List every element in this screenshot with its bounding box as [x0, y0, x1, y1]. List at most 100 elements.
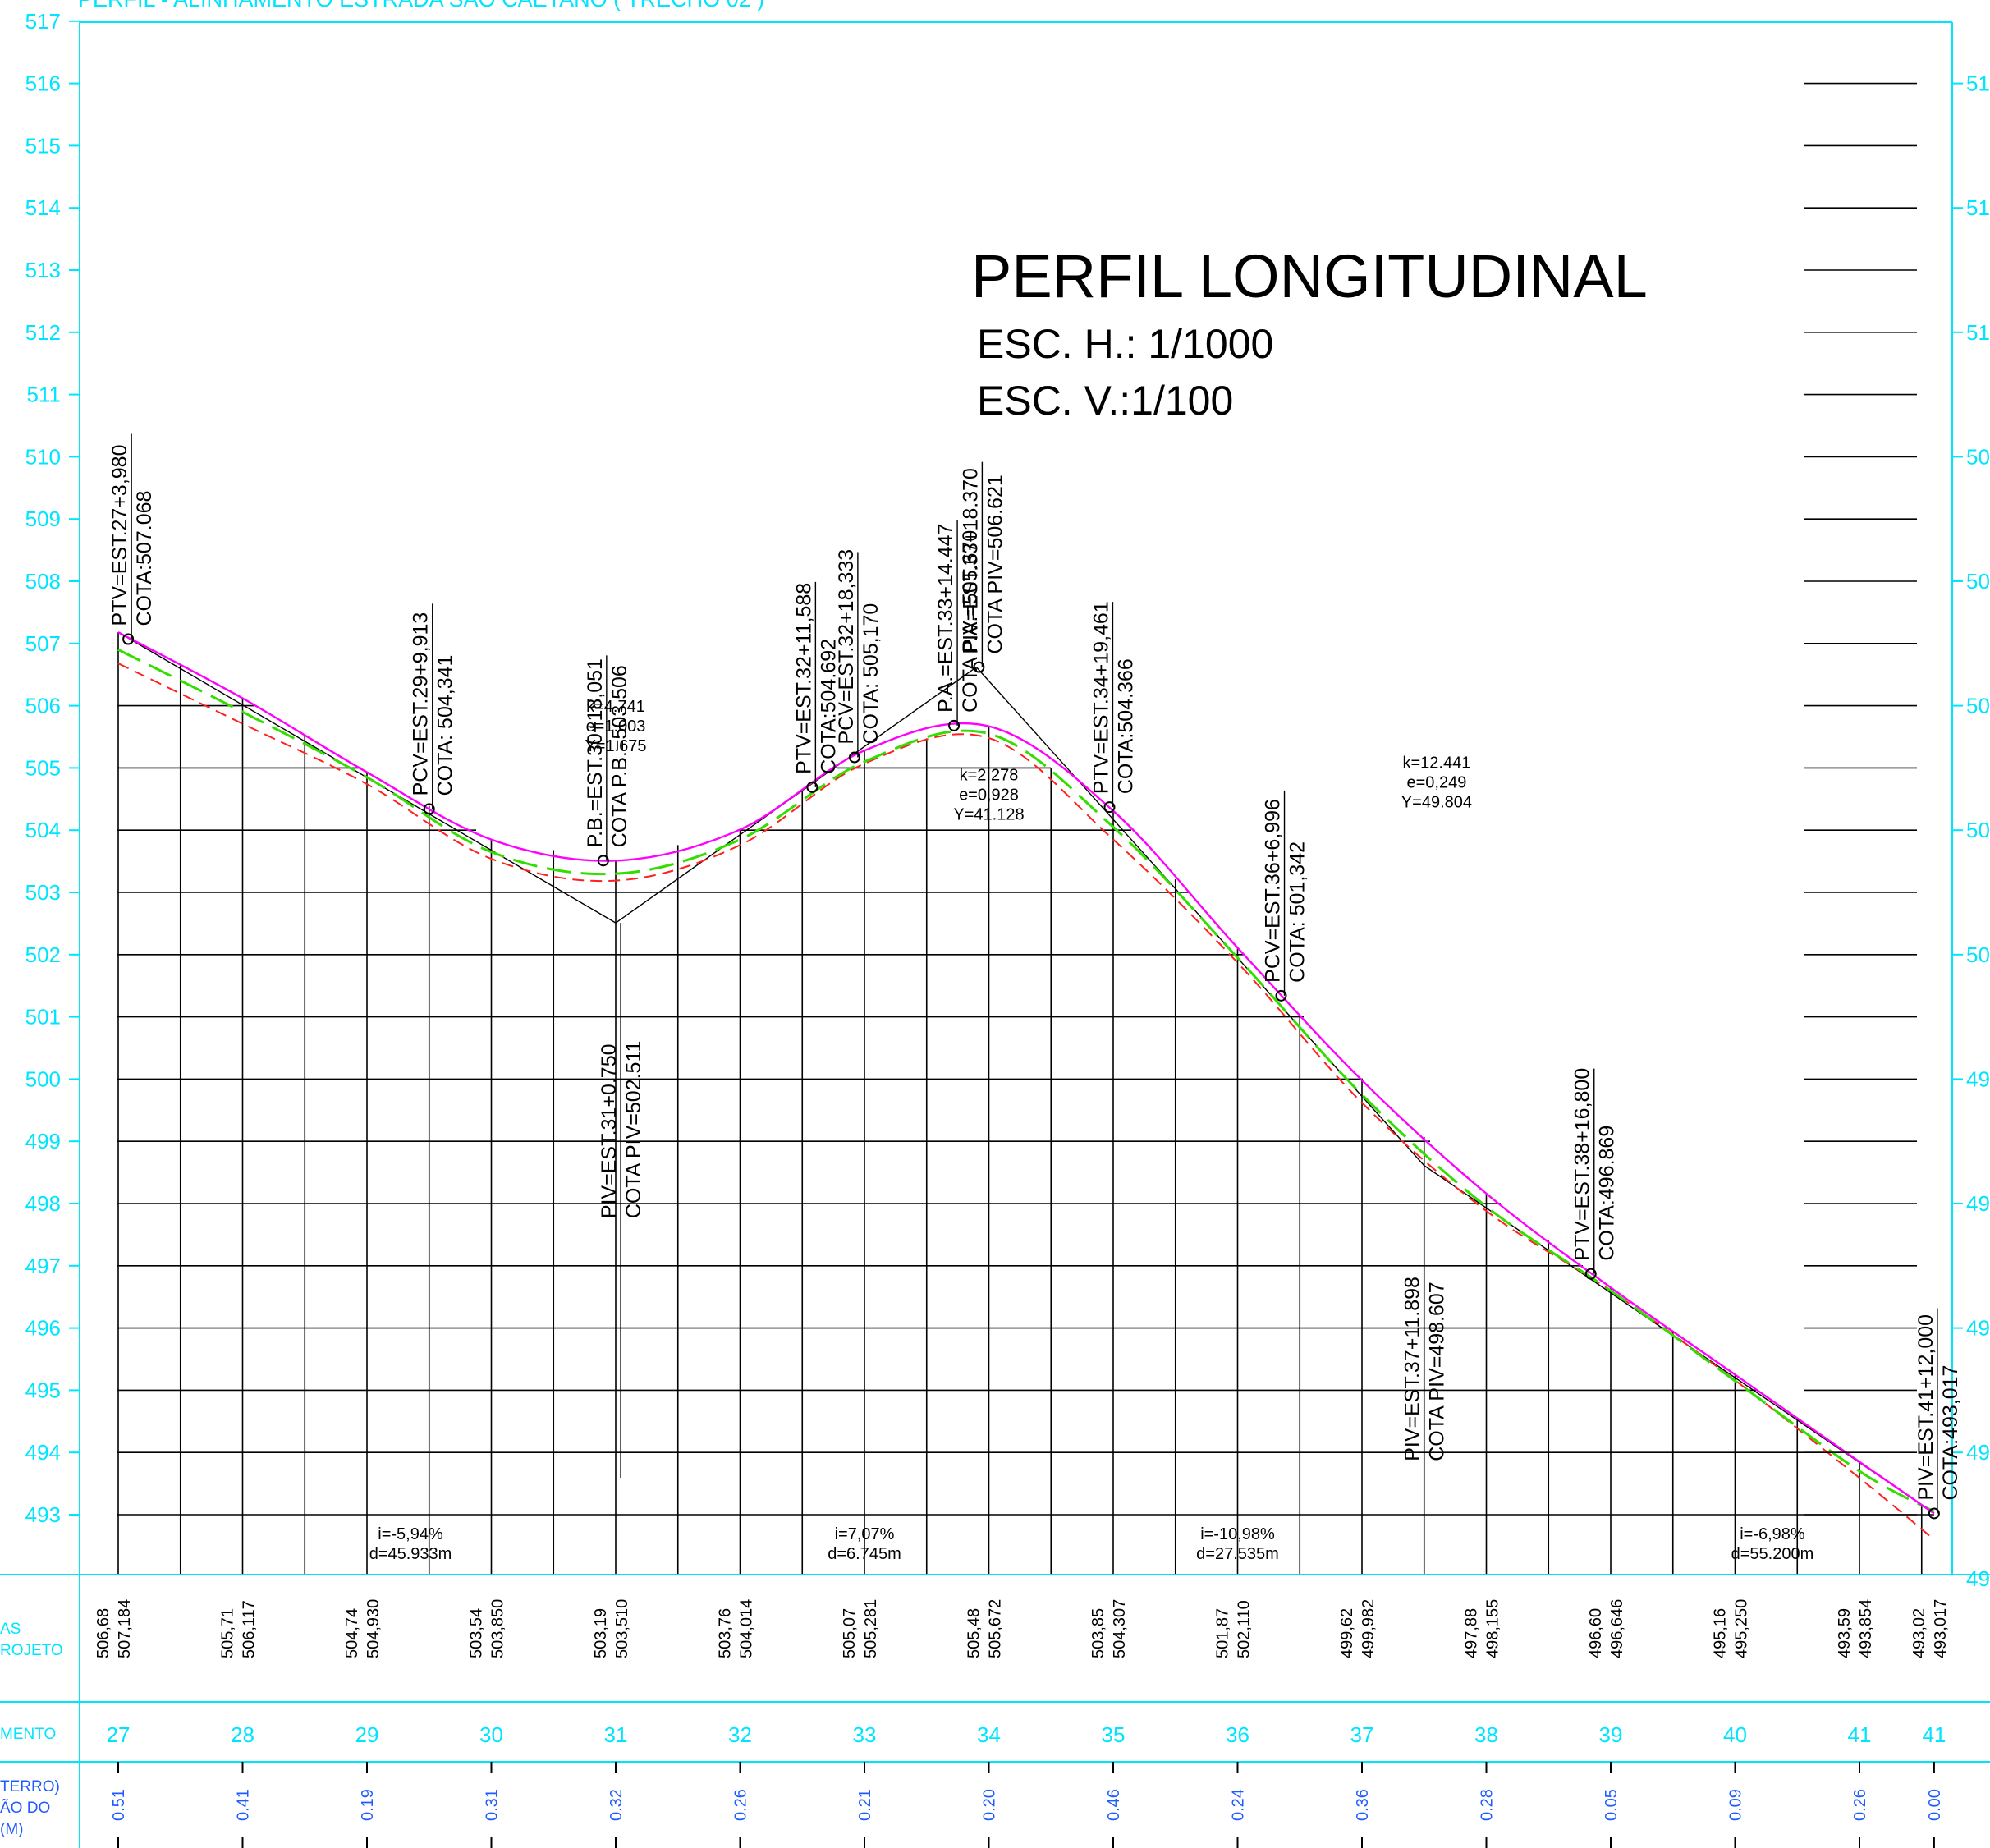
cut-band-label-3: (M): [0, 1821, 23, 1838]
terrain-elev-value: 503,85: [1089, 1608, 1107, 1658]
vertical-point-elev: COTA: 505,170: [860, 603, 883, 745]
right-tick-label: 50: [1966, 444, 1990, 469]
curve-param-text: k=2.278: [960, 767, 1019, 785]
right-tick-label: 49: [1966, 1066, 1990, 1091]
y-tick-label: 516: [25, 71, 61, 96]
y-tick-label: 511: [27, 383, 61, 407]
curve-param-text: k=12.441: [1402, 754, 1470, 772]
y-tick-label: 508: [25, 569, 61, 594]
y-tick-label: 517: [25, 9, 61, 34]
design-elev-value: 496,646: [1608, 1599, 1626, 1658]
design-elev-value: 503,850: [489, 1599, 507, 1658]
vertical-point-label: PTV=EST.34+19,461: [1089, 601, 1112, 794]
station-number: 36: [1226, 1722, 1249, 1747]
design-elev-value: 502,110: [1236, 1600, 1254, 1658]
cut-fill-value: 0.00: [1926, 1789, 1944, 1821]
vertical-point-label: PCV=EST.32+18,333: [835, 549, 858, 745]
terrain-elev-value: 493,02: [1910, 1608, 1928, 1658]
y-tick-label: 506: [25, 694, 61, 718]
cut-fill-value: 0.26: [1851, 1789, 1869, 1821]
station-number: 30: [479, 1722, 503, 1747]
piv-elev: COTA PIV=502.511: [622, 1041, 645, 1219]
curve-param-text: e=1.003: [586, 718, 646, 736]
cut-fill-value: 0.26: [732, 1789, 750, 1821]
vertical-point-elev: COTA:496.869: [1596, 1126, 1619, 1261]
grade-text: d=45.933m: [369, 1545, 452, 1563]
grade-text: i=-10,98%: [1200, 1525, 1275, 1543]
y-tick-label: 495: [25, 1378, 61, 1402]
right-tick-label: 50: [1966, 694, 1990, 718]
grade-text: d=55.200m: [1731, 1545, 1814, 1563]
terrain-elev-value: 497,88: [1463, 1608, 1481, 1658]
curve-point-marker: [122, 633, 135, 645]
terrain-elev-value: 499,62: [1338, 1608, 1356, 1658]
cut-fill-value: 0.36: [1354, 1789, 1372, 1821]
y-tick-label: 515: [25, 133, 61, 158]
profile-series: [117, 631, 1935, 1541]
design-elev-value: 493,017: [1932, 1599, 1950, 1658]
curve-param-text: Y=49.804: [1401, 793, 1472, 811]
terrain-elev-value: 506,68: [94, 1608, 112, 1658]
station-number: 34: [977, 1722, 1001, 1747]
station-number: 35: [1102, 1722, 1126, 1747]
y-tick-label: 512: [25, 320, 61, 345]
cut-fill-value: 0.21: [856, 1789, 874, 1821]
right-tick-label: 50: [1966, 569, 1990, 594]
design-grade-line: [117, 631, 1935, 1515]
drawing-title: PERFIL LONGITUDINAL: [971, 242, 1648, 310]
grade-text: d=6.745m: [828, 1545, 901, 1563]
station-number: 28: [231, 1722, 254, 1747]
grade-text: i=7,07%: [835, 1525, 895, 1543]
terrain-elev-value: 504,74: [343, 1608, 361, 1658]
terrain-elev-value: 505,07: [841, 1608, 859, 1658]
title-block: PERFIL LONGITUDINAL ESC. H.: 1/1000 ESC.…: [971, 242, 1648, 424]
terrain-line-green: [117, 649, 1935, 1513]
design-elev-value: 505,672: [987, 1599, 1005, 1658]
curve-point-marker: [806, 781, 818, 793]
curve-point-marker: [597, 855, 609, 867]
terrain-elev-value: 496,60: [1587, 1608, 1605, 1658]
station-number: 41: [1922, 1722, 1946, 1747]
design-elev-value: 504,014: [738, 1599, 756, 1658]
elev-band-label-1: AS: [0, 1621, 21, 1638]
right-tick-label: 51: [1966, 320, 1990, 345]
data-bands: 506,68 507,184 27 0.51 505,71 506,117 28 0.41 50…: [94, 1599, 1950, 1848]
y-tick-label: 509: [25, 507, 61, 531]
station-number: 29: [355, 1722, 379, 1747]
right-tick-label: 50: [1966, 942, 1990, 967]
right-tick-label: 51: [1966, 71, 1990, 96]
right-tick-label: 49: [1966, 1191, 1990, 1216]
y-tick-label: 497: [25, 1254, 61, 1278]
y-tick-label: 498: [25, 1191, 61, 1216]
vertical-point-elev: COTA:504.692: [817, 639, 840, 774]
design-elev-value: 504,307: [1111, 1599, 1129, 1658]
station-number: 40: [1723, 1722, 1747, 1747]
y-tick-label: 503: [25, 880, 61, 905]
design-elev-value: 507,184: [116, 1599, 134, 1658]
elev-band-label-2: ROJETO: [0, 1642, 63, 1659]
cut-fill-value: 0.28: [1479, 1789, 1497, 1821]
right-tick-label: 50: [1966, 818, 1990, 842]
piv-label: PIV=EST.37+11.898: [1401, 1277, 1424, 1461]
terrain-elev-value: 503,76: [717, 1608, 735, 1658]
vertical-point-label: P.A.=EST.33+14.447: [934, 524, 957, 713]
cut-band-label-2: ÃO DO: [0, 1799, 50, 1817]
station-number: 41: [1848, 1722, 1872, 1747]
terrain-elev-value: 495,16: [1712, 1608, 1730, 1658]
station-number: 31: [604, 1722, 628, 1747]
y-tick-label: 502: [25, 942, 61, 967]
y-tick-label: 507: [25, 631, 61, 656]
curve-point-marker: [1103, 801, 1116, 814]
piv-elev: COTA PIV=498.607: [1426, 1282, 1449, 1461]
y-tick-label: 499: [25, 1129, 61, 1153]
design-elev-value: 506,117: [241, 1600, 259, 1658]
y-tick-label: 510: [25, 444, 61, 469]
cut-fill-value: 0.05: [1603, 1789, 1621, 1821]
curve-point-marker: [423, 803, 435, 815]
cut-band-label-1: TERRO): [0, 1778, 60, 1795]
design-elev-value: 504,930: [365, 1599, 383, 1658]
terrain-elev-value: 505,48: [965, 1608, 984, 1658]
terrain-elev-value: 505,71: [219, 1608, 237, 1658]
design-elev-value: 498,155: [1484, 1599, 1502, 1658]
horizontal-scale: ESC. H.: 1/1000: [977, 321, 1273, 367]
